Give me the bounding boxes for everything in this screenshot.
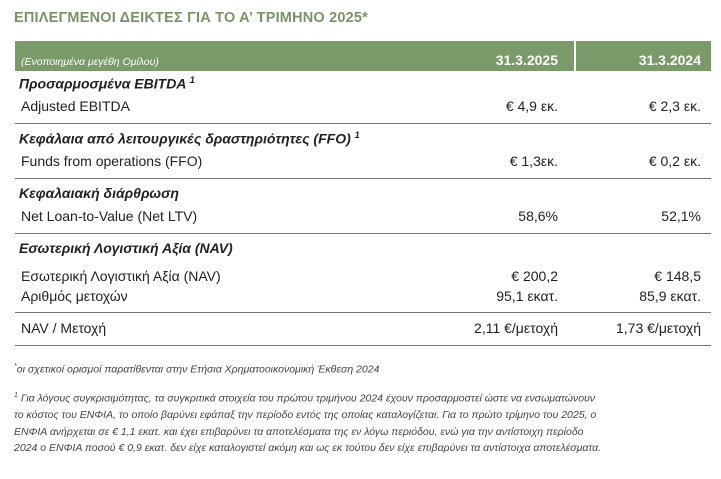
section-title-ffo: Κεφάλαια από λειτουργικές δραστηριότητες… — [19, 130, 360, 147]
footnote-star: *οι σχετικοί ορισμοί παρατίθενται στην Ε… — [14, 363, 380, 376]
value-ebitda-2024: € 2,3 εκ. — [648, 98, 701, 114]
value-nav-2025: € 200,2 — [511, 268, 558, 284]
table-header: (Ενοποιημένα μεγέθη Ομίλου) 31.3.2025 31… — [15, 41, 711, 71]
value-ltv-2024: 52,1% — [661, 208, 701, 224]
footnote-ref: 1 — [354, 130, 360, 140]
header-subtitle: (Ενοποιημένα μεγέθη Ομίλου) — [21, 56, 159, 68]
value-shares-2025: 95,1 εκατ. — [496, 288, 558, 304]
footnote-one-mark: 1 — [14, 392, 18, 399]
footnote-one: 1 Για λόγους συγκρισιμότητας, τα συγκριτ… — [14, 392, 602, 454]
row-label-ltv: Net Loan-to-Value (Net LTV) — [21, 208, 198, 224]
row-label-ffo: Funds from operations (FFO) — [21, 153, 203, 169]
value-ffo-2025: € 1,3εκ. — [509, 153, 558, 169]
footnote-star-mark: * — [14, 363, 17, 370]
row-label-navps: NAV / Μετοχή — [21, 320, 107, 336]
value-shares-2024: 85,9 εκατ. — [639, 288, 701, 304]
page-title: ΕΠΙΛΕΓΜΕΝΟΙ ΔΕΙΚΤΕΣ ΓΙΑ ΤΟ Α’ ΤΡΙΜΗΝΟ 20… — [14, 10, 369, 26]
row-divider — [15, 312, 711, 313]
footnote-ref: 1 — [189, 75, 195, 85]
column-divider — [574, 41, 576, 346]
section-title-capital: Κεφαλαιακή διάρθρωση — [19, 185, 179, 201]
row-label-shares: Αριθμός μετοχών — [21, 288, 128, 304]
table-bottom-border — [15, 345, 711, 346]
value-ffo-2024: € 0,2 εκ. — [648, 153, 701, 169]
value-navps-2025: 2,11 €/μετοχή — [474, 320, 558, 336]
value-navps-2024: 1,73 €/μετοχή — [616, 320, 701, 336]
value-ltv-2025: 58,6% — [518, 208, 558, 224]
row-divider — [15, 178, 711, 179]
value-nav-2024: € 148,5 — [654, 268, 701, 284]
header-col-2024: 31.3.2024 — [638, 52, 701, 68]
row-divider — [15, 233, 711, 234]
section-title-ebitda: Προσαρμοσμένα EBITDA 1 — [19, 75, 195, 92]
row-label-ebitda: Adjusted EBITDA — [21, 98, 130, 114]
header-col-2025: 31.3.2025 — [495, 52, 558, 68]
section-title-nav: Εσωτερική Λογιστική Αξία (NAV) — [19, 240, 233, 256]
row-label-nav: Εσωτερική Λογιστική Αξία (NAV) — [21, 268, 221, 284]
row-divider — [15, 123, 711, 124]
value-ebitda-2025: € 4,9 εκ. — [505, 98, 558, 114]
